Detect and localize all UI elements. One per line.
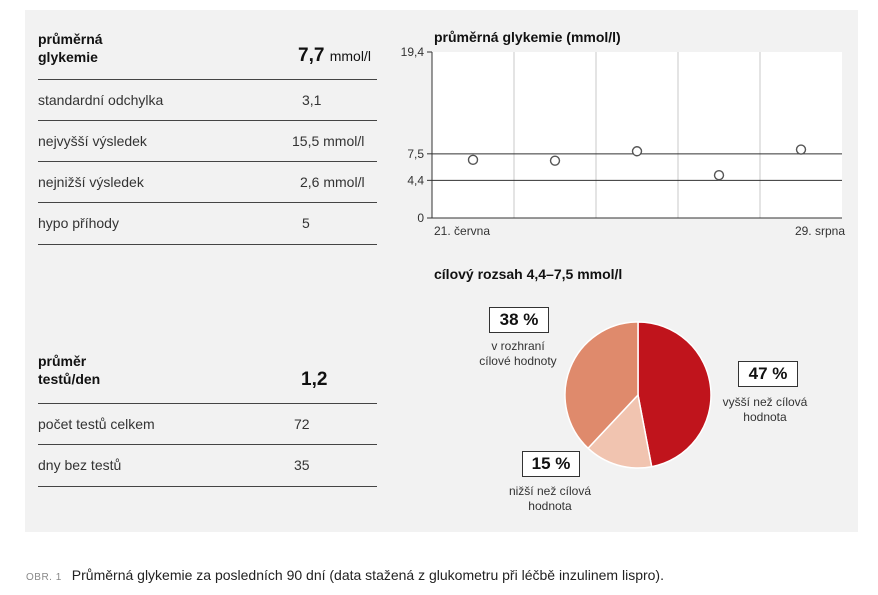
stat-row-value: 72: [294, 416, 310, 432]
pie-chart: [564, 321, 712, 469]
pie-label-above: vyšší než cílová hodnota: [710, 395, 820, 425]
stat-row-value: 35: [294, 457, 310, 473]
pie-slice: [637, 321, 712, 468]
stat-row-label: nejnižší výsledek: [38, 174, 144, 190]
figure-caption: OBR. 1 Průměrná glykemie za posledních 90…: [26, 567, 664, 583]
pie-label-line: v rozhraní: [491, 339, 545, 353]
pie-label-within: v rozhraní cílové hodnoty: [463, 339, 573, 369]
tests-per-day-number: 1,2: [301, 369, 328, 390]
pie-label-line: hodnota: [743, 410, 787, 424]
stat-row-label: dny bez testů: [38, 457, 122, 473]
pie-value-box-above: 47 %: [738, 361, 798, 387]
glycemia-average-value: 7,7 mmol/l: [298, 45, 371, 67]
pie-chart-title: cílový rozsah 4,4–7,5 mmol/l: [434, 266, 623, 282]
pie-value-box-below: 15 %: [522, 451, 580, 477]
pie-slice: [564, 321, 639, 450]
pie-label-line: cílové hodnoty: [479, 354, 557, 368]
stat-row-value: 2,6 mmol/l: [300, 174, 365, 190]
data-point: [467, 154, 479, 166]
pie-label-line: nižší než cílová: [508, 484, 592, 498]
y-tick-label: 19,4: [401, 45, 425, 59]
stat-row-min: nejnižší výsledek 2,6 mmol/l: [38, 161, 377, 203]
stat-row-hypo: hypo příhody 5: [38, 202, 377, 245]
stat-row-value: 15,5 mmol/l: [292, 133, 365, 149]
data-point: [713, 170, 725, 181]
pie-label-line: hodnota: [528, 499, 572, 513]
plot-area: [432, 52, 842, 218]
data-point: [795, 144, 807, 155]
stat-row-total-tests: počet testů celkem 72: [38, 403, 377, 445]
tests-stat-title: průměr testů/den: [38, 352, 100, 388]
figure-caption-text: Průměrná glykemie za posledních 90 dní (…: [71, 567, 664, 583]
tests-title-line2: testů/den: [38, 371, 101, 387]
glycemia-stat-title: průměrná glykemie: [38, 30, 103, 66]
tests-per-day-value: 1,2: [301, 369, 327, 391]
stat-row-label: počet testů celkem: [38, 416, 155, 432]
y-tick-label: 0: [417, 211, 424, 225]
pie-label-line: vyšší než cílová: [722, 395, 808, 409]
pie-value-box-within: 38 %: [489, 307, 549, 333]
y-tick-label: 7,5: [407, 147, 424, 161]
data-point: [631, 146, 643, 157]
stat-row-label: hypo příhody: [38, 215, 119, 231]
stat-row-value: 3,1: [302, 92, 322, 108]
stat-row-label: nejvyšší výsledek: [38, 133, 147, 149]
stat-row-value: 5: [302, 215, 310, 231]
pie-label-below: nižší než cílová hodnota: [495, 484, 605, 514]
stat-row-std-dev: standardní odchylka 3,1: [38, 79, 377, 121]
y-tick-label: 4,4: [407, 173, 424, 187]
pie-slice: [586, 393, 653, 469]
glycemia-average-unit: mmol/l: [329, 48, 371, 64]
scatter-chart-title: průměrná glykemie (mmol/l): [434, 29, 621, 45]
scatter-chart: 0 4,4 7,5 19,4 21. června 29. srpna: [401, 45, 846, 238]
glycemia-average-number: 7,7: [298, 45, 325, 66]
stat-row-label: standardní odchylka: [38, 92, 164, 108]
glycemia-title-line2: glykemie: [38, 49, 98, 65]
x-tick-label: 21. června: [434, 224, 490, 238]
data-point: [549, 155, 561, 166]
stat-row-days-without-tests: dny bez testů 35: [38, 444, 377, 487]
x-tick-label: 29. srpna: [795, 224, 845, 238]
tests-title-line1: průměr: [38, 353, 87, 369]
glycemia-title-line1: průměrná: [38, 31, 103, 47]
figure-caption-label: OBR. 1: [26, 572, 62, 583]
stat-row-max: nejvyšší výsledek 15,5 mmol/l: [38, 120, 377, 162]
